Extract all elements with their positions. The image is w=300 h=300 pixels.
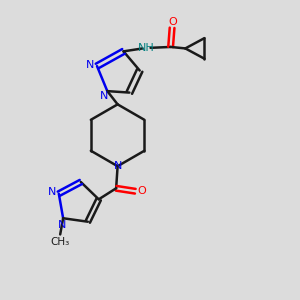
Text: O: O <box>137 186 146 196</box>
Text: CH₃: CH₃ <box>51 237 70 247</box>
Text: N: N <box>100 92 108 101</box>
Text: N: N <box>113 161 122 172</box>
Text: O: O <box>169 17 177 27</box>
Text: N: N <box>58 220 66 230</box>
Text: NH: NH <box>138 43 154 53</box>
Text: N: N <box>86 60 95 70</box>
Text: N: N <box>48 187 56 197</box>
